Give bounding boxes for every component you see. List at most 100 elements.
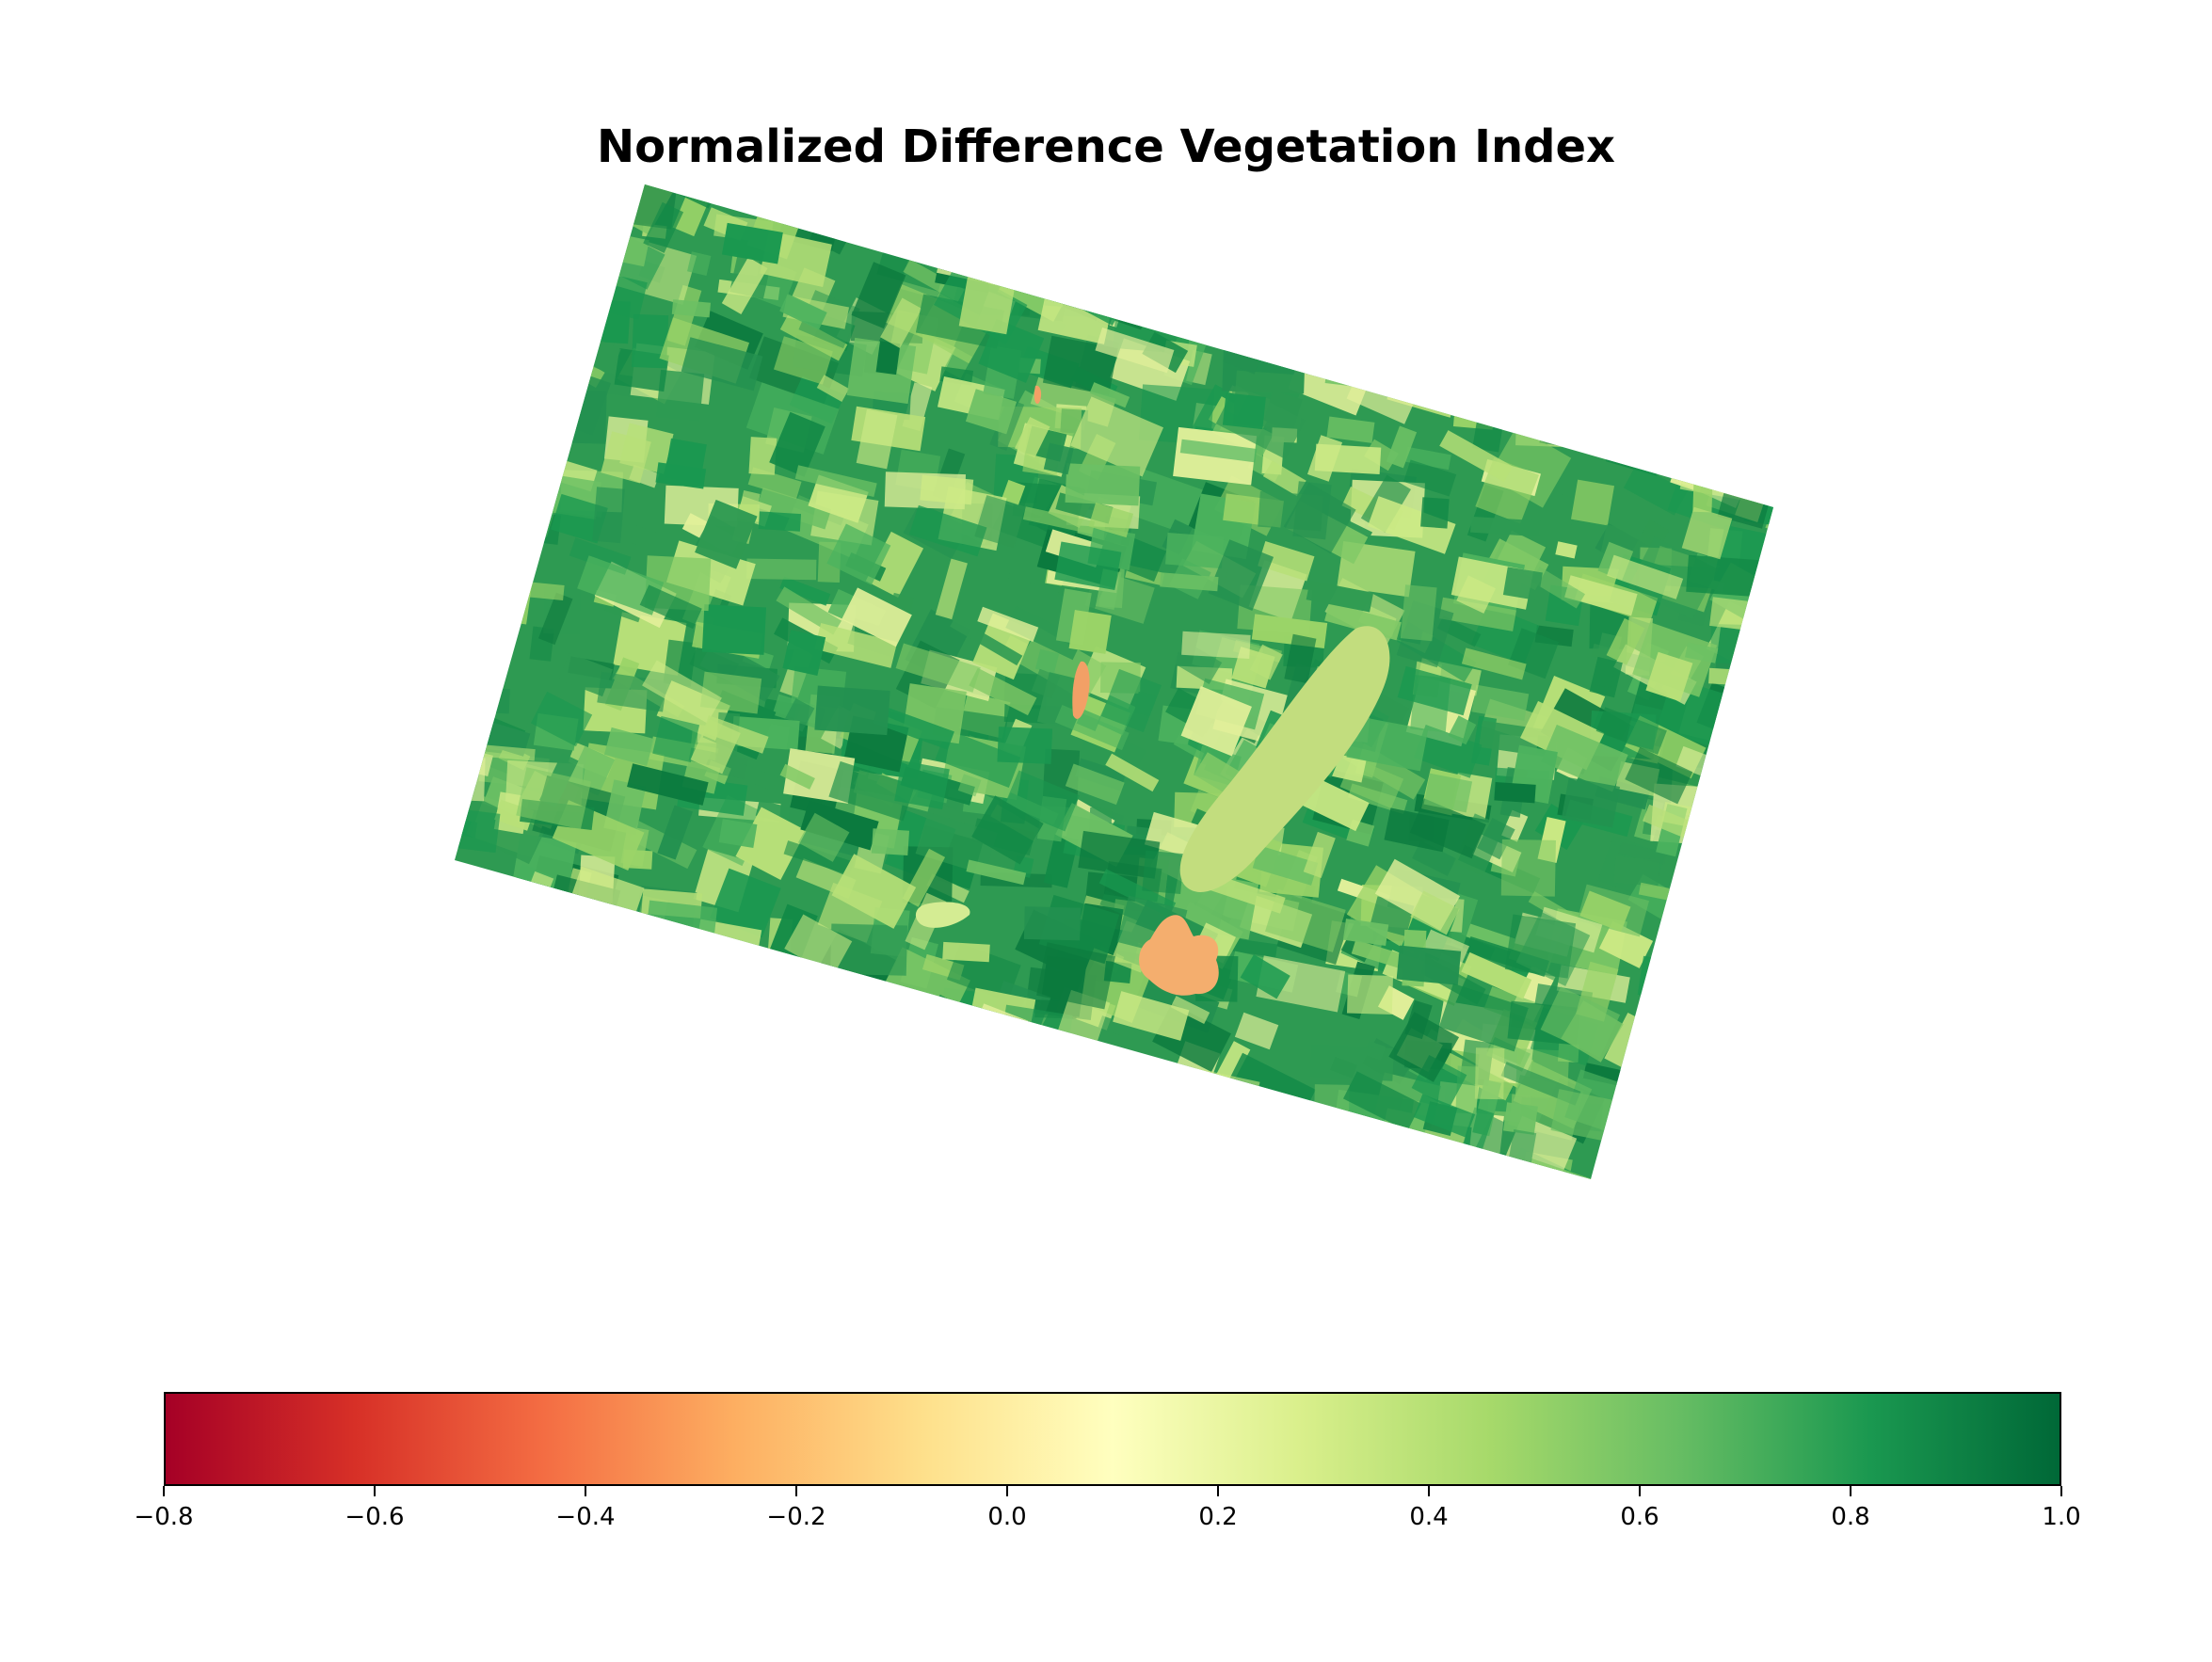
field-patch <box>1306 580 1374 613</box>
colorbar-tick-label: 1.0 <box>2042 1503 2081 1531</box>
field-patch <box>1284 633 1317 684</box>
field-patch <box>1222 392 1266 430</box>
field-patch <box>655 462 707 489</box>
field-patch <box>1326 416 1375 443</box>
field-patch <box>1035 648 1060 674</box>
field-patch <box>494 799 535 831</box>
field-patch <box>748 437 777 475</box>
field-patch <box>830 923 908 976</box>
field-patch <box>1607 554 1684 599</box>
field-patch <box>1541 724 1628 792</box>
field-patch <box>702 715 769 754</box>
field-patch <box>1031 668 1061 699</box>
field-patch <box>592 487 625 544</box>
field-patch <box>558 652 614 697</box>
field-patch <box>1262 460 1306 497</box>
field-patch <box>1692 462 1714 513</box>
field-patch <box>639 584 702 630</box>
field-patch <box>1054 541 1122 591</box>
field-patch <box>1626 703 1662 750</box>
colorbar <box>164 1392 2061 1486</box>
field-patch <box>656 369 705 422</box>
colorbar-tick-label: −0.2 <box>766 1503 826 1531</box>
field-patch <box>1579 890 1631 933</box>
field-patch <box>1404 446 1451 471</box>
field-patch <box>1388 1012 1460 1082</box>
field-patch <box>721 257 768 314</box>
field-patch <box>1180 686 1252 757</box>
colorbar-tick-label: 0.4 <box>1409 1503 1449 1531</box>
field-patch <box>464 757 486 802</box>
colorbar-tick-label: 0.2 <box>1198 1503 1238 1531</box>
field-patch <box>644 900 718 959</box>
field-patch <box>1686 554 1771 599</box>
field-patch <box>1384 807 1450 853</box>
field-patch <box>800 800 879 851</box>
field-patch <box>1564 575 1638 616</box>
field-patch <box>455 799 471 827</box>
field-patch <box>894 760 950 810</box>
field-patch <box>484 744 536 761</box>
field-patch <box>433 837 454 856</box>
field-patch <box>1409 798 1486 859</box>
field-patch <box>747 467 802 500</box>
field-patch <box>1515 911 1591 986</box>
field-patch <box>1471 684 1530 721</box>
field-patch <box>816 375 850 403</box>
field-patch <box>871 828 910 856</box>
field-patch <box>1403 459 1457 497</box>
field-patch <box>1265 888 1346 952</box>
field-patch <box>1500 839 1556 897</box>
colorbar-tick <box>1850 1486 1851 1496</box>
field-patch <box>718 819 758 849</box>
field-patch <box>856 408 898 470</box>
field-patch <box>671 299 712 318</box>
water-bodies <box>915 385 1390 996</box>
field-patch <box>652 715 700 763</box>
field-patch <box>971 795 1044 865</box>
field-patch <box>1625 747 1693 805</box>
field-patch <box>1309 1044 1395 1081</box>
field-patch <box>810 965 845 993</box>
field-patch <box>1540 986 1621 1058</box>
field-patch <box>1461 647 1527 680</box>
field-patch <box>494 574 533 625</box>
small-pond <box>915 902 970 928</box>
field-patch <box>1461 1107 1495 1157</box>
field-patch <box>1078 830 1161 879</box>
field-patch <box>1708 667 1761 687</box>
colorbar-tick <box>2060 1486 2062 1496</box>
colorbar-tick <box>585 1486 586 1496</box>
field-patch <box>1386 425 1418 469</box>
field-patch <box>783 840 855 875</box>
field-patch <box>1439 430 1514 483</box>
field-patch <box>997 727 1053 764</box>
field-patch <box>1456 575 1496 614</box>
field-patch <box>627 763 709 806</box>
field-patch <box>1613 855 1660 887</box>
field-patch <box>814 623 898 668</box>
field-patch <box>1645 651 1693 702</box>
field-patch <box>1368 496 1456 554</box>
field-patch <box>1001 479 1026 505</box>
field-patch <box>642 660 722 724</box>
field-patch <box>1301 776 1370 832</box>
field-patch <box>1283 482 1356 554</box>
field-patch <box>643 201 684 253</box>
field-patch <box>1100 668 1162 733</box>
field-patch <box>935 558 968 620</box>
field-patch <box>842 587 912 647</box>
colorbar-tick <box>1639 1486 1641 1496</box>
colorbar-tick <box>163 1486 165 1496</box>
field-patch <box>782 630 826 677</box>
field-patch <box>1438 983 1529 1052</box>
field-patches <box>433 184 1773 1179</box>
field-patch <box>957 774 982 797</box>
field-patch <box>687 251 712 276</box>
field-patch <box>1105 753 1160 792</box>
field-patch <box>950 616 1023 666</box>
field-patch <box>665 540 756 606</box>
field-patch <box>1420 497 1450 529</box>
field-patch <box>1494 781 1536 804</box>
field-patch <box>779 294 827 330</box>
